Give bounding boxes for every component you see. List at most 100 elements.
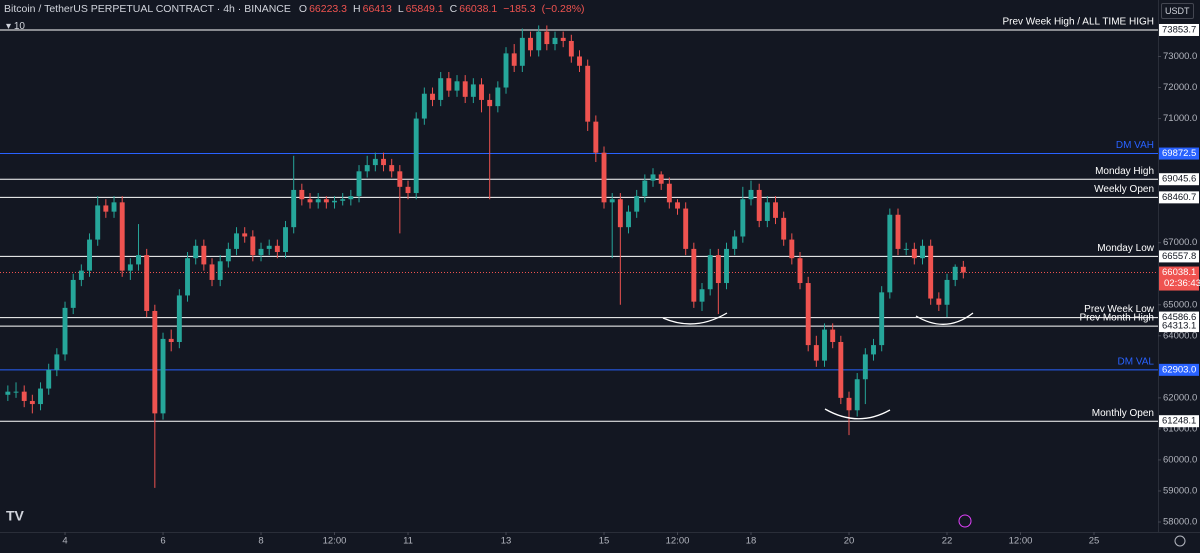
price-tag xyxy=(1159,191,1199,204)
candle-body xyxy=(503,53,509,88)
price-tag xyxy=(1159,415,1199,428)
candle-body xyxy=(470,84,476,97)
candle-body xyxy=(830,329,836,342)
candle-body xyxy=(756,189,762,221)
candle-body xyxy=(732,236,738,249)
candle-body xyxy=(323,199,329,203)
candle-body xyxy=(707,255,713,290)
candle-body xyxy=(822,329,827,361)
ohlc-key: C xyxy=(449,3,458,15)
y-tick-label: 59000.0 xyxy=(1163,485,1197,496)
candle-body xyxy=(299,189,305,200)
current-price-tag xyxy=(1159,266,1199,291)
candle-body xyxy=(405,186,411,194)
x-tick-label: 13 xyxy=(501,536,512,547)
candle-body xyxy=(242,233,248,237)
candle-body xyxy=(332,200,337,203)
candle-body xyxy=(250,236,256,256)
candle-body xyxy=(585,65,591,122)
candle-body xyxy=(446,78,452,91)
candle-body xyxy=(911,248,917,259)
x-tick-label: 6 xyxy=(160,536,165,547)
candle-body xyxy=(193,245,199,259)
price-tag xyxy=(1159,320,1199,333)
candle-body xyxy=(634,196,640,212)
level-label: DM VAL xyxy=(1118,356,1155,367)
ohlc-value: 66223.3 xyxy=(309,3,348,15)
candle-body xyxy=(528,37,533,51)
settings-icon[interactable] xyxy=(1174,535,1186,547)
price-tag-label: 68460.7 xyxy=(1162,192,1196,203)
annotation-arc xyxy=(915,312,974,325)
candle-body xyxy=(854,379,860,411)
candle-body xyxy=(225,248,231,262)
level-label: Monthly Open xyxy=(1092,408,1154,419)
annotation-arc xyxy=(662,312,728,325)
candle-body xyxy=(903,248,909,250)
y-tick-label: 65000.0 xyxy=(1163,299,1197,310)
candle-body xyxy=(119,202,125,271)
candle-body xyxy=(895,214,901,249)
candle-body xyxy=(495,87,501,107)
level-label: Prev Week Low xyxy=(1084,304,1155,315)
candle-body xyxy=(185,258,190,296)
alert-icon[interactable] xyxy=(958,514,972,528)
candle-body xyxy=(879,292,885,346)
candle-body xyxy=(54,354,60,370)
candle-body xyxy=(724,248,729,284)
candle-body xyxy=(136,255,141,265)
candle-body xyxy=(748,189,754,200)
candle-body xyxy=(201,245,207,265)
candle-body xyxy=(176,295,182,342)
candle-body xyxy=(258,248,264,256)
candle-body xyxy=(544,31,550,45)
candle-body xyxy=(928,245,934,299)
symbol-header: Bitcoin / TetherUS PERPETUAL CONTRACT · … xyxy=(4,3,591,15)
candle-body xyxy=(626,211,631,228)
x-tick-label: 12:00 xyxy=(323,536,347,547)
candle-body xyxy=(87,239,92,271)
y-tick-label: 62000.0 xyxy=(1163,392,1197,403)
ohlc-key: O xyxy=(298,3,308,15)
candle-body xyxy=(209,264,215,280)
currency-button[interactable]: USDT xyxy=(1161,3,1194,19)
candle-body xyxy=(920,245,925,259)
x-tick-label: 18 xyxy=(746,536,757,547)
change-value: −185.3 xyxy=(503,3,536,15)
candle-body xyxy=(658,174,664,184)
candle-body xyxy=(13,391,19,393)
x-tick-label: 11 xyxy=(403,536,413,547)
countdown-label: 02:36:43 xyxy=(1164,278,1200,289)
candle-body xyxy=(95,205,101,240)
candle-body xyxy=(397,171,403,187)
price-tag xyxy=(1159,363,1199,376)
price-tag-label: 66557.8 xyxy=(1162,251,1196,262)
candle-body xyxy=(127,264,133,271)
candle-body xyxy=(283,227,288,252)
y-tick-label: 71000.0 xyxy=(1163,113,1197,124)
candle-body xyxy=(887,214,893,293)
candle-body xyxy=(936,298,942,305)
candle-body xyxy=(838,342,844,398)
ohlc-key: H xyxy=(353,3,361,15)
candle-body xyxy=(274,245,280,252)
candle-body xyxy=(160,338,166,414)
candle-body xyxy=(217,261,223,280)
symbol-name: Bitcoin / TetherUS PERPETUAL CONTRACT · … xyxy=(4,3,291,15)
level-label: Prev Week High / ALL TIME HIGH xyxy=(1002,17,1154,28)
x-tick-label: 25 xyxy=(1089,536,1100,547)
candle-body xyxy=(781,217,787,240)
candle-body xyxy=(46,369,52,389)
candle-body xyxy=(519,37,525,66)
price-tag xyxy=(1159,173,1199,186)
candle-body xyxy=(568,40,574,57)
candle-body xyxy=(438,78,444,100)
candle-body xyxy=(846,397,852,411)
current-price-label: 66038.1 xyxy=(1162,267,1196,278)
indicator-value: 10 xyxy=(13,21,25,32)
price-tag-label: 64586.6 xyxy=(1162,312,1196,323)
x-tick-label: 12:00 xyxy=(1009,536,1033,547)
